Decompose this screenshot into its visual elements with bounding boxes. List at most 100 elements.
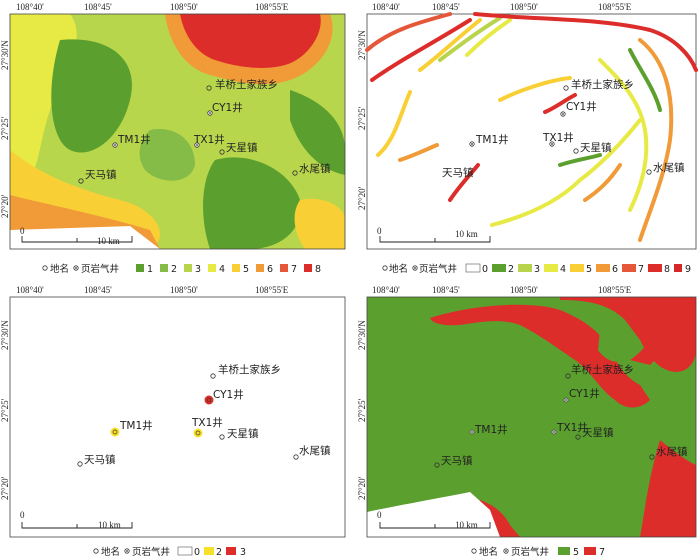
well-marker-dot <box>114 144 116 146</box>
scale-ten: 10 km <box>98 520 121 530</box>
tick-lon-4: 108°55'E <box>255 2 289 12</box>
tick-lat-3: 27°20' <box>0 476 10 500</box>
fault-class-6-west <box>398 143 439 162</box>
tick-lon-4: 108°55'E <box>598 2 632 12</box>
tick-lon-4: 108°55'E <box>598 285 632 295</box>
town-marker <box>563 85 569 91</box>
legend-label: 5 <box>586 264 592 275</box>
tick-lat-1: 27°30'N <box>357 30 367 60</box>
scale-bar <box>21 522 133 529</box>
label-shuiwei: 水尾镇 <box>653 161 685 174</box>
label-tx1: TX1井 <box>193 133 225 146</box>
label-tm1: TM1井 <box>117 133 151 146</box>
label-tianxing: 天星镇 <box>582 426 614 439</box>
fault-class-6-south <box>583 163 622 202</box>
legend-well: 页岩气井 <box>511 546 549 558</box>
panel-a-border <box>9 13 346 250</box>
legend-swatch <box>570 264 584 272</box>
town-marker <box>293 454 299 460</box>
legend-label: 7 <box>291 264 297 275</box>
legend-label: 5 <box>573 547 579 558</box>
town-marker <box>565 373 571 379</box>
scale-ten: 10 km <box>97 236 120 246</box>
legend-swatch <box>136 264 144 272</box>
fault-class-9 <box>448 163 480 202</box>
scale-ten: 10 km <box>455 229 478 239</box>
town-marker <box>219 149 225 155</box>
label-tm1: TM1井 <box>474 423 508 436</box>
fault-class-8-north <box>473 12 698 72</box>
tick-lon-2: 108°45' <box>84 2 112 12</box>
town-marker <box>77 461 83 467</box>
legend-label: 2 <box>216 547 222 558</box>
legend-label: 4 <box>219 264 225 275</box>
well-marker <box>195 430 201 436</box>
legend-swatch <box>280 264 288 272</box>
legend-label: 2 <box>171 264 177 275</box>
well-marker-dot <box>562 113 564 115</box>
well-marker-dot <box>196 144 198 146</box>
legend-swatch <box>648 264 662 272</box>
well-risk-class-2 <box>110 427 120 437</box>
town-marker <box>646 169 652 175</box>
well-risk-class-2 <box>193 428 203 438</box>
legend-swatch <box>204 547 214 555</box>
no-data-area <box>10 226 160 249</box>
legend-label: 8 <box>664 264 670 275</box>
tick-lat-2: 27°25' <box>0 116 10 140</box>
fault-class-5 <box>418 18 482 72</box>
tick-lon-3: 108°50' <box>510 285 538 295</box>
tick-lon-3: 108°50' <box>170 285 198 295</box>
legend-a: 地名 页岩气井 1 2 3 4 5 6 7 8 <box>42 263 321 275</box>
legend-swatch <box>184 264 192 272</box>
tick-lon-1: 108°40' <box>372 2 400 12</box>
legend-swatch <box>304 264 312 272</box>
tick-lon-1: 108°40' <box>16 285 44 295</box>
town-marker <box>78 178 84 184</box>
town-marker <box>575 434 581 440</box>
legend-label: 0 <box>482 264 488 275</box>
legend-label: 8 <box>315 264 321 275</box>
well-marker-dot <box>553 431 555 433</box>
fault-class-6-east <box>638 38 674 242</box>
label-tianma: 天马镇 <box>85 168 117 181</box>
town-marker <box>649 454 655 460</box>
legend-place: 地名 <box>389 263 408 275</box>
well-marker <box>112 429 118 435</box>
legend-label: 3 <box>534 264 540 275</box>
zone-class-5-inset <box>598 330 630 362</box>
legend-label: 7 <box>599 547 605 558</box>
label-cy1: CY1井 <box>212 101 243 114</box>
well-marker-dot <box>565 399 567 401</box>
legend-d: 地名 页岩气井 5 7 <box>471 546 605 558</box>
scale-zero: 0 <box>377 226 382 236</box>
zone-class-5-east <box>294 198 345 249</box>
tick-lon-3: 108°50' <box>510 2 538 12</box>
label-tianma: 天马镇 <box>84 453 116 466</box>
tick-lat-1: 27°30'N <box>0 320 10 350</box>
label-yangqiao: 羊桥土家族乡 <box>571 78 634 91</box>
town-marker <box>206 85 212 91</box>
legend-label: 3 <box>240 547 246 558</box>
tick-lat-2: 27°25' <box>0 398 10 422</box>
label-tianxing: 天星镇 <box>226 141 258 154</box>
tick-lat-3: 27°20' <box>0 194 10 218</box>
zone-class-7-northeast <box>560 297 696 372</box>
legend-label: 5 <box>243 264 249 275</box>
tick-lon-2: 108°45' <box>432 285 460 295</box>
legend-label: 0 <box>194 547 200 558</box>
tick-lat-2: 27°25' <box>357 398 367 422</box>
tick-lat-2: 27°25' <box>357 106 367 130</box>
label-shuiwei: 水尾镇 <box>656 445 688 458</box>
legend-label: 3 <box>195 264 201 275</box>
well-marker-dot <box>471 143 473 145</box>
legend-swatch <box>596 264 610 272</box>
panel-c: 108°40' 108°45' 108°50' 108°55'E 27°30'N… <box>0 285 346 558</box>
legend-swatch <box>160 264 168 272</box>
panel-a: 108°40' 108°45' 108°50' 108°55'E 27°30'N… <box>0 2 346 275</box>
label-cy1: CY1井 <box>569 387 600 400</box>
tick-lon-4: 108°55'E <box>255 285 289 295</box>
town-marker <box>292 170 298 176</box>
fault-lines <box>365 12 698 242</box>
